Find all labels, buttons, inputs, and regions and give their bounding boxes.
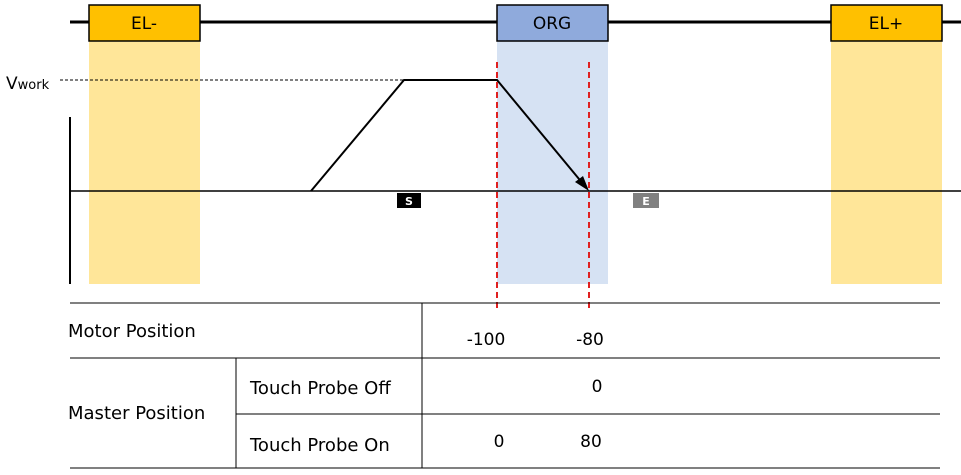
motor-value-minus-80: -80 — [576, 330, 604, 350]
vwork-label: Vwork — [6, 74, 50, 94]
start-badge-label: S — [405, 195, 413, 208]
touch-probe-on-value-80: 80 — [580, 432, 602, 452]
el-minus-label: EL- — [131, 14, 157, 34]
end-badge — [633, 193, 659, 208]
motor-position-label: Motor Position — [68, 321, 196, 342]
end-badge-label: E — [642, 195, 650, 208]
touch-probe-on-label: Touch Probe On — [249, 435, 390, 456]
start-badge — [397, 193, 421, 208]
org-box — [496, 4, 609, 42]
motor-value-minus-100: -100 — [467, 330, 506, 350]
master-position-label: Master Position — [68, 403, 205, 424]
velocity-profile — [310, 79, 585, 192]
el-plus-box — [830, 4, 943, 42]
touch-probe-off-value: 0 — [592, 377, 603, 397]
touch-probe-off-label: Touch Probe Off — [249, 378, 391, 399]
profile-arrowhead — [575, 176, 589, 191]
touch-probe-on-value-0: 0 — [494, 432, 505, 452]
org-label: ORG — [533, 14, 571, 34]
el-minus-zone — [89, 40, 200, 284]
el-plus-label: EL+ — [869, 14, 903, 34]
org-zone — [497, 40, 608, 284]
el-plus-zone — [831, 40, 942, 284]
el-minus-box — [88, 4, 201, 42]
